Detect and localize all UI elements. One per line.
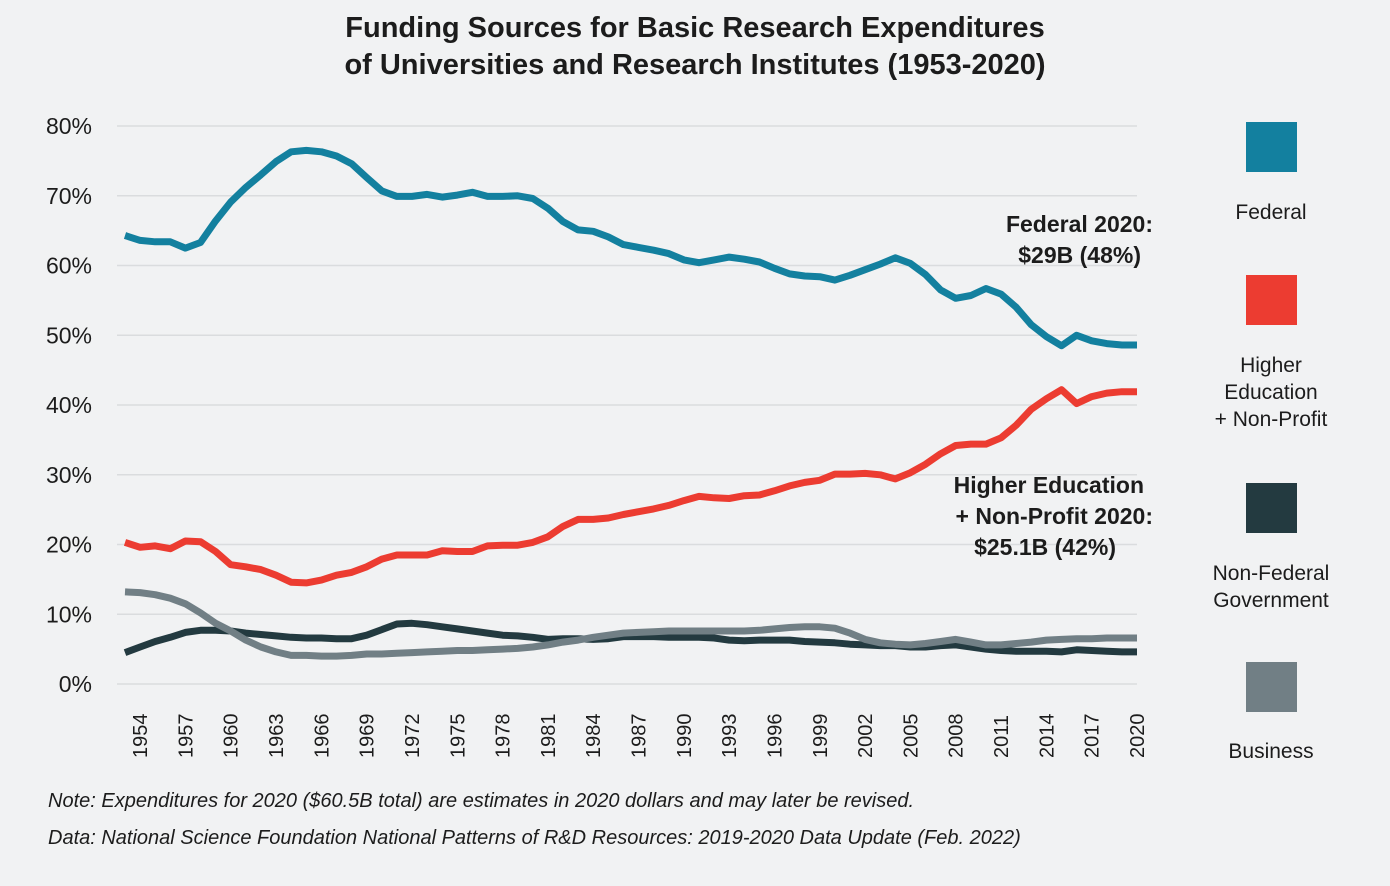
x-tick-label: 1966: [311, 714, 333, 759]
annotations: Federal 2020: $29B (48%) Higher Education +…: [954, 211, 1153, 560]
x-tick-label: 1954: [130, 714, 152, 759]
x-tick-label: 1984: [583, 714, 605, 759]
legend-label: Government: [1213, 589, 1329, 612]
legend-label: Education: [1224, 381, 1317, 404]
x-tick-label: 1993: [719, 714, 741, 759]
annotation-federal-2020: $29B (48%): [1018, 242, 1141, 268]
legend-label: Business: [1228, 740, 1313, 763]
x-tick-label: 2017: [1082, 714, 1104, 759]
y-tick-label: 10%: [46, 601, 92, 627]
x-tick-label: 1969: [357, 714, 379, 759]
legend-swatch: [1246, 662, 1297, 712]
y-axis-ticks: 0% 10% 20% 30% 40% 50% 60% 70% 80%: [46, 113, 92, 697]
y-tick-label: 20%: [46, 532, 92, 558]
x-tick-label: 1999: [810, 714, 832, 759]
x-tick-label: 2002: [855, 714, 877, 759]
series-line-federal: [123, 146, 1137, 350]
x-tick-label: 1978: [493, 714, 515, 759]
series-line-non-federal-government: [123, 619, 1137, 656]
x-tick-label: 1975: [447, 714, 469, 759]
chart-title: Funding Sources for Basic Research Expen…: [344, 12, 1045, 81]
x-tick-label: 1957: [175, 714, 197, 759]
legend: Federal Higher Education + Non-Profit Non-Fe…: [1213, 122, 1330, 763]
gridlines: [117, 125, 1137, 685]
chart-title-line: of Universities and Research Institutes …: [344, 49, 1045, 81]
legend-label: Higher: [1240, 354, 1302, 377]
x-tick-label: 1963: [266, 714, 288, 759]
x-tick-label: 2014: [1036, 714, 1058, 759]
x-tick-label: 1981: [538, 714, 560, 759]
series-line-higher-education-non-profit: [123, 386, 1137, 587]
chart-title-line: Funding Sources for Basic Research Expen…: [345, 12, 1044, 44]
y-tick-label: 30%: [46, 462, 92, 488]
legend-label: Federal: [1235, 201, 1306, 224]
x-tick-label: 1996: [764, 714, 786, 759]
legend-swatch: [1246, 122, 1297, 172]
legend-label: Non-Federal: [1213, 562, 1330, 585]
legend-swatch: [1246, 275, 1297, 325]
series-line-business: [124, 588, 1137, 660]
annotation-higher-education-2020: $25.1B (42%): [974, 534, 1116, 560]
x-tick-label: 2005: [900, 714, 922, 759]
footnote-data-source: Data: National Science Foundation Nation…: [48, 827, 1021, 849]
series-lines: [123, 146, 1137, 660]
x-axis-ticks: 1954 1957 1960 1963 1966 1969 1972 1975 1978 1981…: [130, 714, 1149, 759]
y-tick-label: 50%: [46, 322, 92, 348]
legend-swatch: [1246, 483, 1297, 533]
y-tick-label: 60%: [46, 253, 92, 279]
legend-label: + Non-Profit: [1215, 408, 1328, 431]
x-tick-label: 2011: [991, 715, 1013, 758]
footnote-note: Note: Expenditures for 2020 ($60.5B tota…: [48, 790, 915, 812]
annotation-higher-education-2020: Higher Education: [954, 472, 1144, 498]
annotation-federal-2020: Federal 2020:: [1006, 211, 1153, 237]
annotation-higher-education-2020: + Non-Profit 2020:: [956, 503, 1153, 529]
y-tick-label: 80%: [46, 113, 92, 139]
y-tick-label: 0%: [59, 671, 92, 697]
x-tick-label: 1987: [629, 714, 651, 759]
x-tick-label: 1990: [674, 714, 696, 759]
x-tick-label: 1972: [402, 714, 424, 759]
y-tick-label: 40%: [46, 392, 92, 418]
x-tick-label: 2020: [1127, 714, 1149, 759]
x-tick-label: 1960: [221, 714, 243, 759]
y-tick-label: 70%: [46, 183, 92, 209]
x-tick-label: 2008: [946, 714, 968, 759]
